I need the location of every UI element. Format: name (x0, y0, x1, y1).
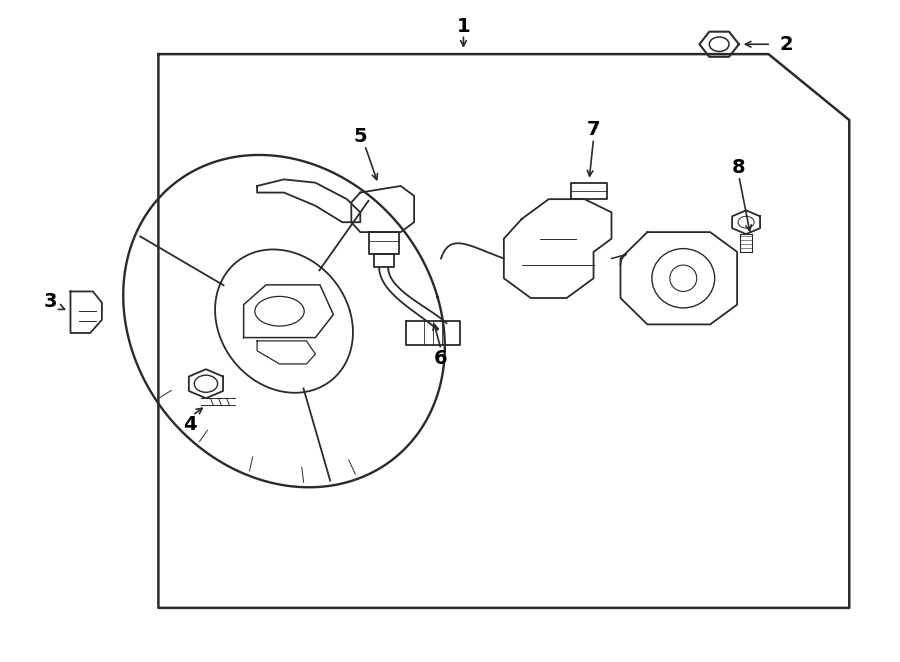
Text: 4: 4 (183, 415, 196, 434)
Text: 3: 3 (44, 292, 58, 311)
Text: 7: 7 (587, 120, 600, 140)
Text: 8: 8 (732, 158, 746, 177)
Text: 2: 2 (779, 34, 793, 54)
Text: 5: 5 (354, 127, 367, 146)
Text: 1: 1 (456, 17, 471, 36)
Text: 6: 6 (434, 349, 448, 368)
